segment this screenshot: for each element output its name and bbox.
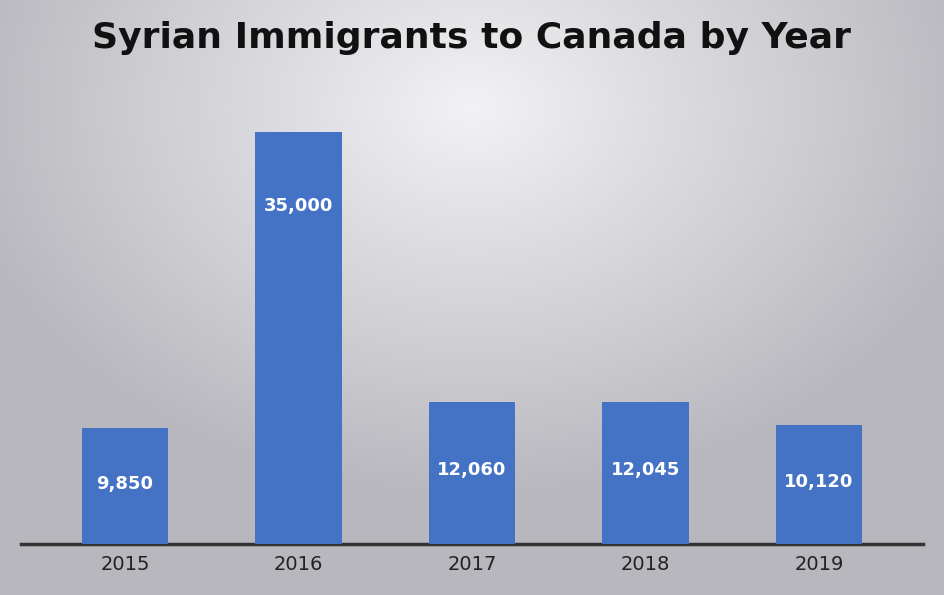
Text: 10,120: 10,120	[784, 473, 853, 491]
Text: 12,060: 12,060	[437, 461, 507, 479]
Bar	[776, 425, 863, 544]
Bar	[429, 402, 515, 544]
Bar	[602, 402, 689, 544]
Text: 12,045: 12,045	[611, 461, 681, 479]
Bar	[81, 428, 168, 544]
Text: 35,000: 35,000	[263, 197, 333, 215]
Text: 9,850: 9,850	[96, 475, 154, 493]
Title: Syrian Immigrants to Canada by Year: Syrian Immigrants to Canada by Year	[93, 21, 851, 55]
Bar	[255, 131, 342, 544]
